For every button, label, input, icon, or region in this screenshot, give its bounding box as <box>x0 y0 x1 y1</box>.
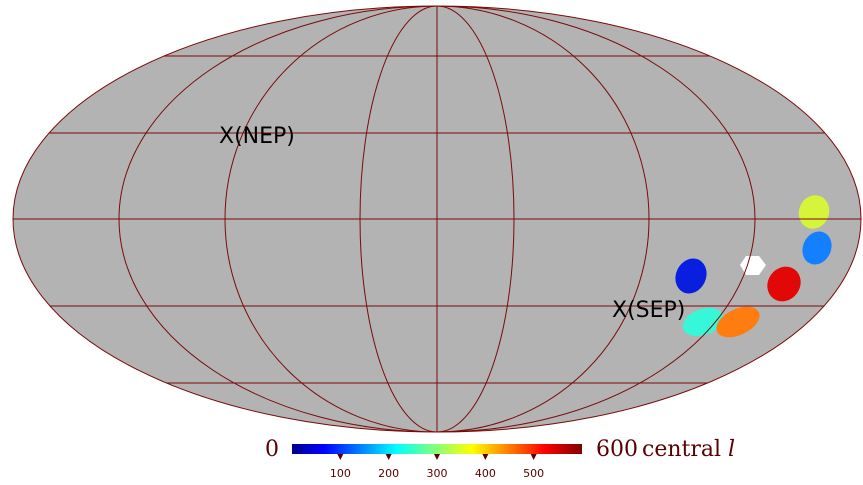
colorbar-tick-mark <box>434 454 440 460</box>
patch-red <box>767 266 801 302</box>
colorbar-ticks: 100 200 300 400 500 <box>330 454 544 480</box>
patch-orange <box>716 306 760 338</box>
meridian-ellipse <box>224 6 650 432</box>
patch-white <box>740 256 766 275</box>
patch-light-blue <box>802 231 832 265</box>
patch-blue <box>675 258 707 294</box>
patch-layer <box>675 195 832 338</box>
colorbar-tick-mark <box>337 454 344 460</box>
sep-label: X(SEP) <box>612 298 685 323</box>
colorbar-tick-label: 100 <box>330 467 351 480</box>
colorbar-tick-mark <box>385 454 392 460</box>
meridian-ellipse <box>118 6 756 432</box>
map-outline <box>12 5 862 433</box>
colorbar-title: central l <box>642 437 735 462</box>
colorbar-tick-label: 400 <box>475 467 496 480</box>
colorbar-tick-mark <box>530 454 537 460</box>
nep-label: X(NEP) <box>219 124 295 149</box>
patch-cyan <box>682 307 724 337</box>
colorbar-gradient <box>292 444 582 454</box>
colorbar-title-text: central <box>642 437 728 462</box>
colorbar-tick-label: 300 <box>427 467 448 480</box>
meridian-ellipse <box>359 6 515 432</box>
colorbar-max-label: 600 <box>596 437 638 462</box>
patch-yellow-green <box>798 195 830 229</box>
colorbar-tick-label: 500 <box>523 467 544 480</box>
colorbar-title-variable: l <box>728 437 735 462</box>
colorbar-tick-mark <box>482 454 489 460</box>
colorbar: 0 600 central l 100 200 300 400 500 <box>265 437 735 480</box>
colorbar-tick-label: 200 <box>378 467 399 480</box>
colorbar-min-label: 0 <box>265 437 279 462</box>
